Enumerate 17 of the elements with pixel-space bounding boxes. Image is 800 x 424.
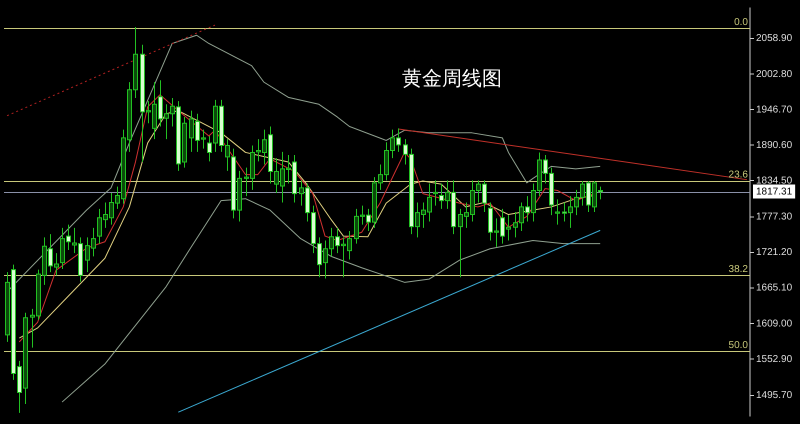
y-tick-label: 2002.80 <box>756 68 793 80</box>
y-tick-label: 1495.70 <box>756 390 793 402</box>
y-tick-label: 1721.20 <box>756 247 793 258</box>
y-tick-label: 1609.00 <box>756 318 793 330</box>
ref-line-label: 1817.31 <box>756 186 793 198</box>
annotation: 50.0 <box>728 340 748 352</box>
y-tick-label: 1777.30 <box>756 212 793 223</box>
annotation: 0.0 <box>734 17 748 28</box>
annotation: 38.2 <box>728 264 748 276</box>
annotation: 黄金周线图 <box>402 66 502 90</box>
y-tick-label: 1946.70 <box>756 104 793 116</box>
y-tick-label: 1665.10 <box>756 282 793 294</box>
y-tick-label: 1890.60 <box>756 140 793 151</box>
y-tick-label: 1552.90 <box>756 354 793 365</box>
annotation: 23.6 <box>728 170 748 181</box>
y-tick-label: 1834.50 <box>756 175 793 186</box>
y-tick-label: 2058.90 <box>756 33 793 44</box>
